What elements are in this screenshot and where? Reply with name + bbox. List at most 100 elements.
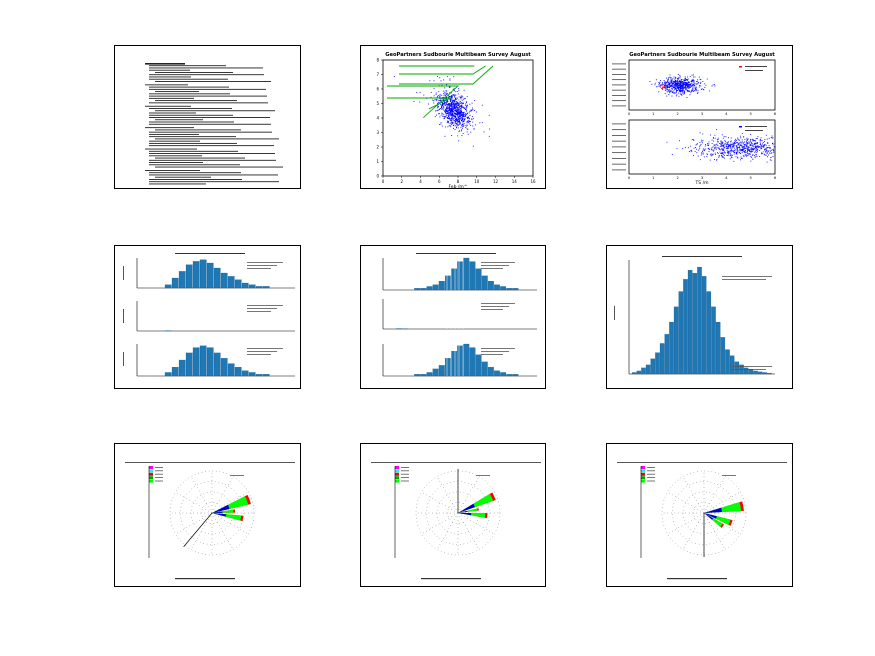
hist-bar bbox=[164, 372, 172, 377]
scatter-point bbox=[740, 152, 742, 154]
scatter-point bbox=[680, 84, 682, 86]
scatter-point bbox=[461, 107, 463, 108]
scatter-point bbox=[677, 79, 679, 81]
legend-swatch bbox=[395, 472, 399, 476]
hist-bar bbox=[512, 374, 519, 377]
scatter-point bbox=[448, 96, 450, 98]
scatter-point bbox=[674, 83, 676, 85]
scatter-point bbox=[466, 101, 467, 103]
scatter-point bbox=[720, 142, 722, 144]
scatter-point bbox=[669, 82, 670, 84]
scatter-point bbox=[675, 84, 677, 86]
scatter-point bbox=[770, 149, 772, 151]
scatter-point bbox=[447, 96, 449, 98]
scatter-point bbox=[671, 80, 673, 82]
scatter-point bbox=[459, 109, 461, 110]
legend-text-mark bbox=[481, 303, 515, 304]
scatter-point bbox=[727, 152, 728, 154]
scatter-point bbox=[461, 99, 463, 101]
hist-bar bbox=[500, 372, 507, 377]
scatter-point bbox=[442, 100, 444, 102]
scatter-point bbox=[456, 112, 458, 114]
text-page-canvas bbox=[145, 63, 283, 185]
scatter-point bbox=[762, 143, 764, 145]
scatter-point bbox=[446, 106, 448, 108]
scatter-point bbox=[452, 118, 454, 120]
scatter-point bbox=[726, 149, 728, 151]
scatter-point bbox=[685, 87, 687, 88]
rose-spoke bbox=[682, 476, 705, 514]
scatter-point bbox=[438, 113, 440, 115]
scatter-point bbox=[753, 148, 755, 149]
hist-bar bbox=[687, 270, 693, 375]
scatter-point bbox=[755, 147, 757, 149]
scatter-point bbox=[736, 153, 738, 155]
scatter-point bbox=[677, 82, 679, 84]
scatter-point bbox=[455, 98, 457, 100]
scatter-point bbox=[452, 94, 454, 96]
scatter-point bbox=[700, 154, 702, 156]
scatter-point bbox=[723, 136, 725, 138]
scatter-point bbox=[688, 87, 690, 89]
y-tick-label-mark bbox=[612, 123, 626, 125]
scatter-point bbox=[676, 81, 678, 83]
accent-point bbox=[662, 84, 664, 86]
hist-bar bbox=[241, 370, 249, 377]
scatter-point bbox=[764, 139, 766, 140]
scatter-point bbox=[757, 136, 759, 138]
scatter-point bbox=[727, 153, 729, 155]
rose-diagram-3 bbox=[606, 443, 793, 587]
scatter-point bbox=[679, 90, 681, 92]
scatter-point bbox=[765, 151, 766, 153]
scatter-point bbox=[460, 96, 462, 98]
hist-bar bbox=[664, 334, 670, 375]
scatter-point bbox=[750, 160, 752, 162]
scatter-point bbox=[736, 139, 737, 141]
scatter-point bbox=[457, 116, 459, 118]
scatter-point bbox=[756, 156, 758, 157]
scatter-point bbox=[443, 107, 445, 109]
scatter-point bbox=[447, 103, 449, 105]
hist-bar bbox=[650, 358, 656, 375]
scatter-point bbox=[749, 153, 751, 155]
scatter-point bbox=[761, 153, 763, 155]
scatter-point bbox=[685, 88, 687, 90]
scatter-point bbox=[682, 87, 684, 89]
scatter-point bbox=[449, 111, 451, 113]
scatter-point bbox=[456, 119, 458, 121]
scatter-point bbox=[754, 140, 755, 141]
hist-bar bbox=[463, 343, 470, 377]
scatter-point bbox=[695, 88, 697, 90]
scatter-point bbox=[756, 148, 758, 150]
scatter-point bbox=[756, 138, 758, 139]
scatter-point bbox=[456, 111, 458, 113]
scatter-point bbox=[753, 143, 755, 145]
scatter-point bbox=[452, 109, 454, 111]
scatter-point bbox=[455, 121, 457, 122]
scatter-point bbox=[657, 85, 659, 87]
scatter-point bbox=[668, 76, 670, 78]
legend-text-mark bbox=[647, 473, 655, 475]
scatter-point bbox=[737, 151, 739, 153]
scatter-point bbox=[454, 116, 456, 118]
scatter-point bbox=[466, 121, 468, 123]
scatter-point bbox=[681, 87, 683, 89]
scatter-point bbox=[732, 142, 734, 144]
hist-bar bbox=[185, 352, 193, 377]
scatter-point bbox=[673, 81, 675, 83]
scatter-point bbox=[455, 110, 457, 112]
scatter-point bbox=[446, 84, 448, 86]
scatter-point bbox=[702, 148, 704, 150]
x-axis-label: TS /m bbox=[695, 180, 709, 186]
scatter-point bbox=[740, 149, 742, 151]
scatter-point bbox=[453, 110, 455, 112]
y-tick-label-mark bbox=[612, 68, 626, 70]
scatter-point bbox=[684, 84, 686, 85]
hist-bar bbox=[255, 374, 263, 377]
scatter-point bbox=[471, 107, 473, 109]
scatter-point bbox=[732, 146, 733, 148]
scatter-point bbox=[677, 84, 679, 86]
scatter-point bbox=[442, 103, 444, 105]
scatter-point bbox=[697, 93, 699, 94]
scatter-point bbox=[437, 105, 438, 107]
